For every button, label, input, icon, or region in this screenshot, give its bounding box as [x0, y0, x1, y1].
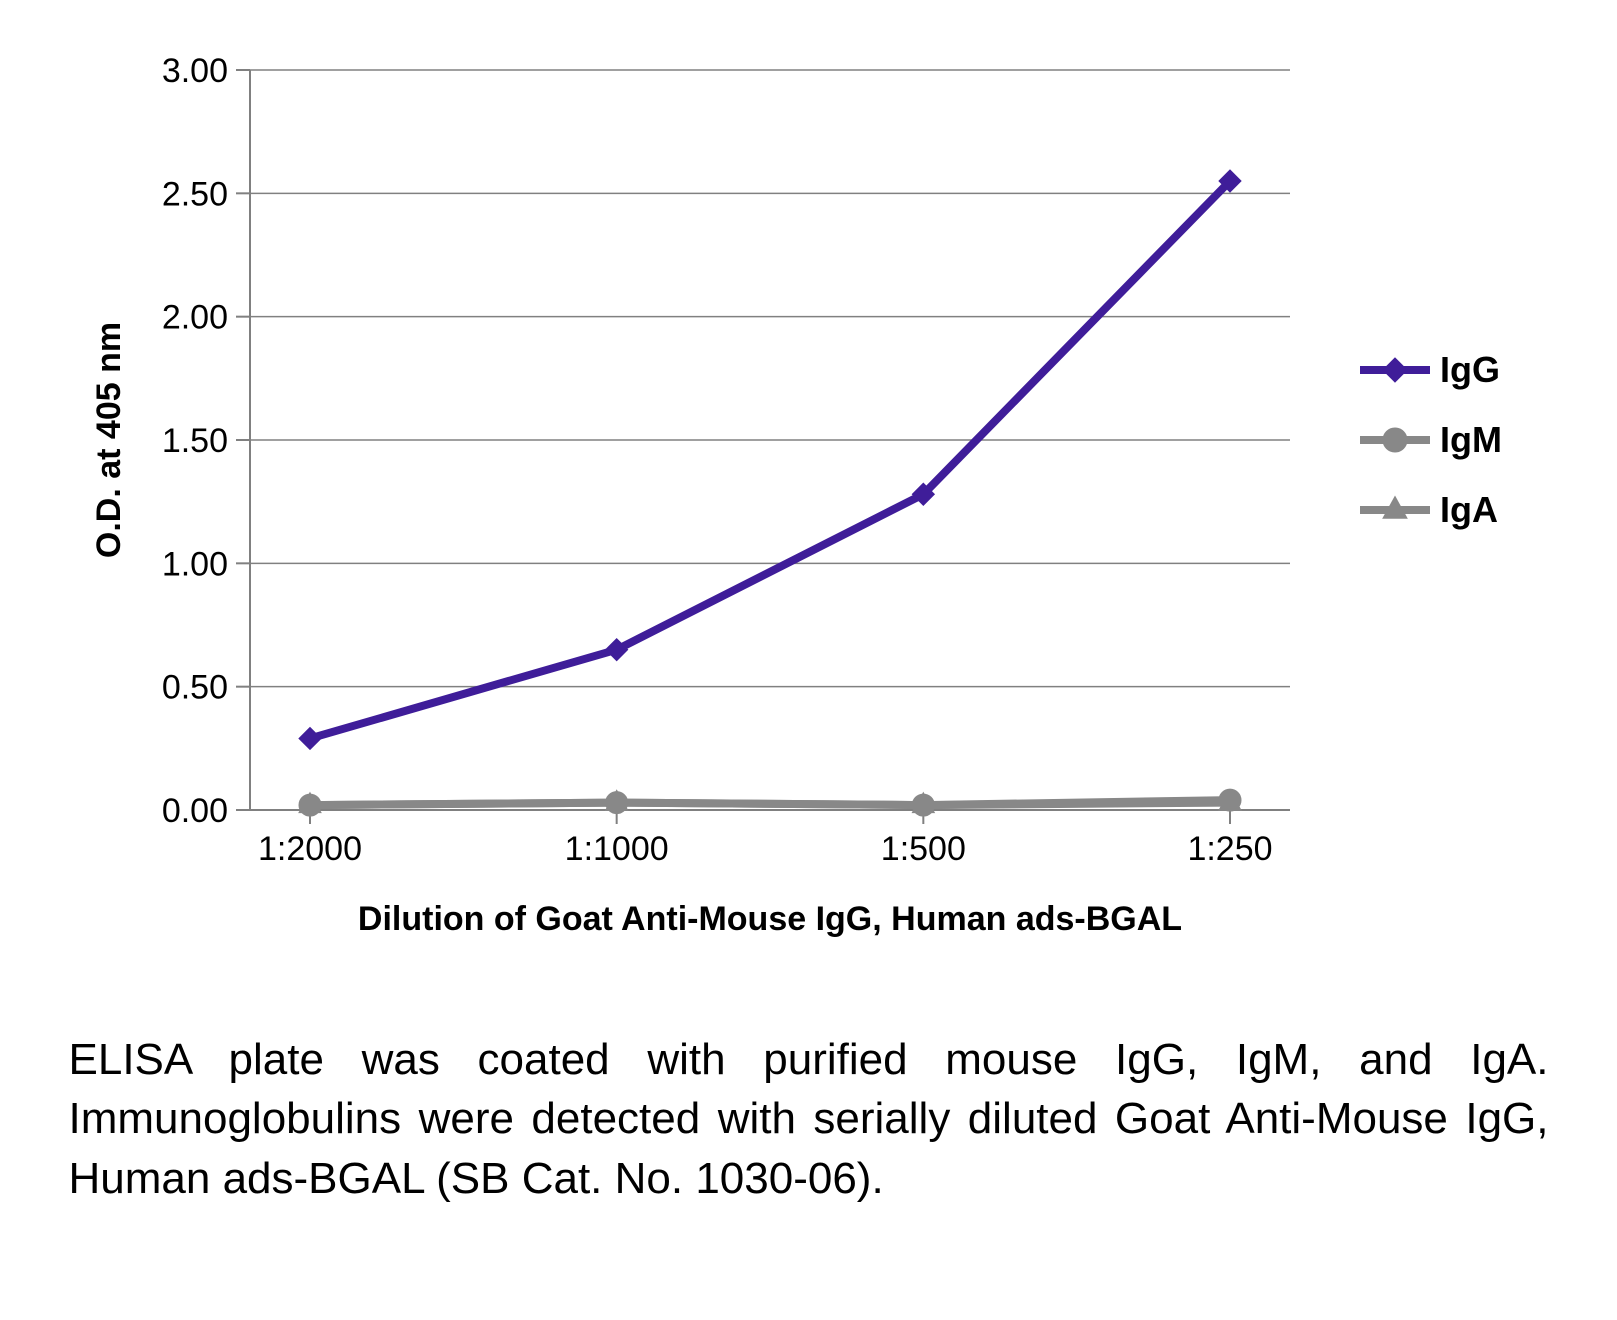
y-tick-label: 0.50	[162, 669, 228, 707]
y-axis-label: O.D. at 405 nm	[90, 322, 128, 558]
caption-text: ELISA plate was coated with purified mou…	[69, 1030, 1549, 1208]
legend-label-IgA: IgA	[1440, 489, 1498, 530]
x-axis-label: Dilution of Goat Anti-Mouse IgG, Human a…	[358, 900, 1182, 938]
y-tick-label: 2.50	[162, 175, 228, 213]
chart-svg: 0.00 0.50 1.00 1.50 2.00 2.50 3.00 1:2000 1:1000…	[60, 40, 1560, 1000]
elisa-chart: 0.00 0.50 1.00 1.50 2.00 2.50 3.00 1:2000 1:1000…	[60, 40, 1560, 1000]
series-line-IgG	[310, 181, 1230, 738]
legend-label-IgG: IgG	[1440, 349, 1500, 390]
y-tick-label: 3.00	[162, 52, 228, 90]
y-tick-label: 1.00	[162, 545, 228, 583]
x-tick-label: 1:2000	[258, 830, 362, 868]
x-tick-label: 1:500	[881, 830, 966, 868]
legend-label-IgM: IgM	[1440, 419, 1502, 460]
y-tick-label: 0.00	[162, 792, 228, 830]
x-tick-label: 1:250	[1187, 830, 1272, 868]
x-tick-label: 1:1000	[565, 830, 669, 868]
y-tick-label: 2.00	[162, 299, 228, 337]
page: 0.00 0.50 1.00 1.50 2.00 2.50 3.00 1:2000 1:1000…	[0, 0, 1617, 1320]
y-tick-label: 1.50	[162, 422, 228, 460]
series-line-IgA	[310, 803, 1230, 805]
